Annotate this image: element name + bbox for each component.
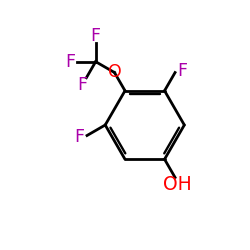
Text: F: F — [78, 76, 88, 94]
Text: O: O — [108, 63, 122, 81]
Text: F: F — [65, 53, 75, 71]
Text: F: F — [91, 27, 101, 45]
Text: F: F — [74, 128, 85, 146]
Text: F: F — [177, 62, 187, 80]
Text: OH: OH — [163, 175, 192, 194]
